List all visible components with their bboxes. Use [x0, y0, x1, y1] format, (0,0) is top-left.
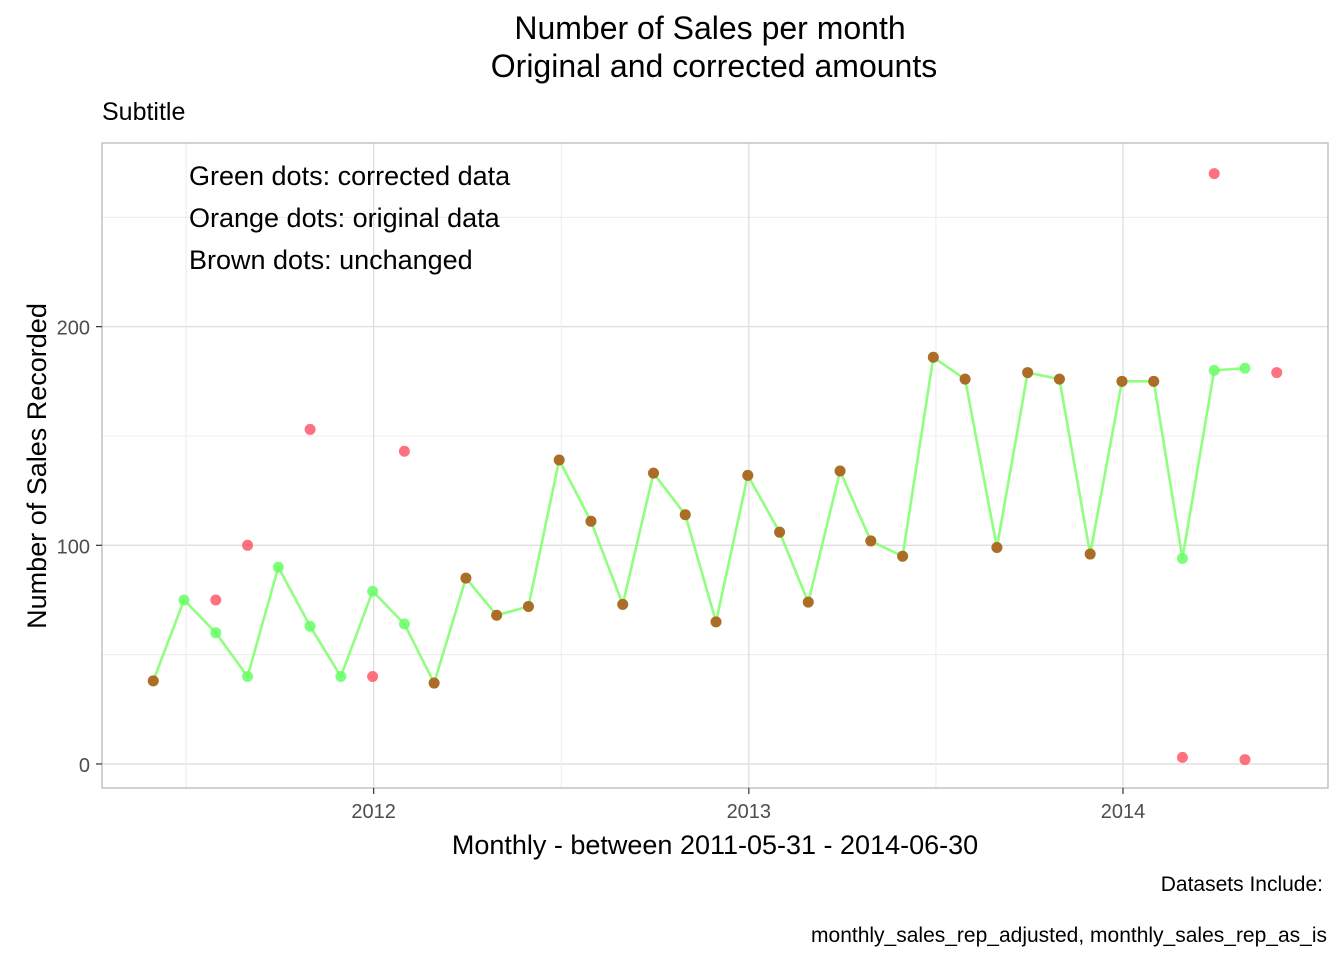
original-point	[242, 539, 254, 551]
unchanged-point	[774, 526, 786, 538]
x-axis-title: Monthly - between 2011-05-31 - 2014-06-3…	[452, 830, 978, 860]
corrected-point	[272, 561, 284, 573]
unchanged-point	[959, 373, 971, 385]
unchanged-point	[802, 596, 814, 608]
original-point	[1208, 168, 1220, 180]
data-layer	[147, 168, 1283, 766]
unchanged-point	[834, 465, 846, 477]
annotation-group: Green dots: corrected data Orange dots: o…	[189, 161, 511, 275]
x-tick-label: 2014	[1101, 801, 1146, 823]
y-tick-label: 200	[57, 318, 90, 340]
corrected-point	[178, 594, 190, 606]
unchanged-point	[428, 677, 440, 689]
y-axis-title: Number of Sales Recorded	[22, 303, 52, 629]
corrected-point	[1239, 362, 1251, 374]
y-tick-label: 100	[57, 536, 90, 558]
chart-subtitle: Subtitle	[102, 98, 185, 126]
chart-title-line2: Original and corrected amounts	[491, 48, 937, 84]
unchanged-point	[491, 609, 503, 621]
panel-border	[101, 142, 1329, 789]
unchanged-point	[585, 515, 597, 527]
chart-title-line1: Number of Sales per month	[514, 10, 905, 46]
unchanged-point	[1084, 548, 1096, 560]
original-point	[398, 445, 410, 457]
original-point	[304, 423, 316, 435]
unchanged-point	[679, 509, 691, 521]
unchanged-point	[742, 469, 754, 481]
axis-labels: 0 100 200 2012 2013 2014	[57, 318, 1146, 823]
unchanged-point	[1116, 375, 1128, 387]
annotation-text: Brown dots: unchanged	[189, 245, 473, 275]
unchanged-point	[991, 541, 1003, 553]
unchanged-point	[1022, 367, 1034, 379]
x-tick-label: 2012	[351, 801, 396, 823]
unchanged-point	[897, 550, 909, 562]
unchanged-point	[553, 454, 565, 466]
original-point	[1176, 751, 1188, 763]
corrected-point	[1176, 552, 1188, 564]
unchanged-point	[1148, 375, 1160, 387]
corrected-point	[210, 627, 222, 639]
original-point	[1271, 367, 1283, 379]
x-tick-label: 2013	[727, 801, 772, 823]
caption-line2: monthly_sales_rep_adjusted, monthly_sale…	[811, 924, 1327, 947]
corrected-point	[367, 585, 379, 597]
y-tick-label: 0	[79, 755, 90, 777]
unchanged-point	[617, 598, 629, 610]
original-point	[367, 670, 379, 682]
unchanged-point	[522, 601, 534, 613]
unchanged-point	[147, 675, 159, 687]
original-point	[1239, 754, 1251, 766]
unchanged-point	[710, 616, 722, 628]
unchanged-point	[647, 467, 659, 479]
corrected-series-line	[152, 355, 1216, 685]
unchanged-point	[865, 535, 877, 547]
corrected-point	[242, 670, 254, 682]
corrected-point	[398, 618, 410, 630]
corrected-point	[304, 620, 316, 632]
unchanged-point	[1053, 373, 1065, 385]
annotation-text: Orange dots: original data	[189, 203, 501, 233]
unchanged-point	[927, 351, 939, 363]
annotation-text: Green dots: corrected data	[189, 161, 511, 191]
corrected-point	[335, 670, 347, 682]
grid	[102, 143, 1328, 788]
corrected-point	[1208, 364, 1220, 376]
caption-line1: Datasets Include:	[1161, 873, 1323, 896]
unchanged-point	[460, 572, 472, 584]
original-point	[210, 594, 222, 606]
